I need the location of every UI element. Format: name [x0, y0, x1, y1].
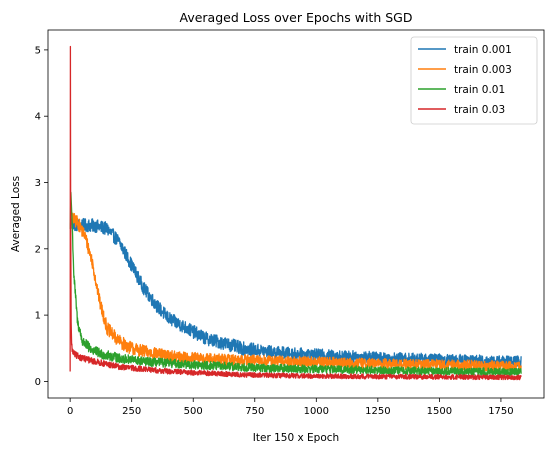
x-axis: 0 250 500 750 1000 1250 1500 1750 [67, 398, 514, 417]
x-tick-label: 1500 [427, 406, 452, 417]
legend-label: train 0.001 [454, 44, 512, 56]
legend-label: train 0.03 [454, 104, 505, 116]
y-tick-label: 1 [35, 311, 41, 322]
x-tick-label: 500 [184, 406, 203, 417]
x-tick-label: 750 [245, 406, 264, 417]
legend: train 0.001 train 0.003 train 0.01 train 0.… [410, 36, 538, 125]
x-tick-label: 1000 [304, 406, 329, 417]
y-axis: 0 1 2 3 4 5 [35, 45, 48, 388]
legend-label: train 0.01 [454, 84, 505, 96]
series-line-2 [69, 212, 522, 373]
x-tick-label: 0 [67, 406, 73, 417]
series-line-3 [69, 191, 522, 377]
series-line-4 [69, 45, 522, 381]
x-axis-label: Iter 150 x Epoch [253, 432, 339, 444]
y-axis-label: Averaged Loss [10, 176, 22, 252]
x-tick-label: 1750 [488, 406, 513, 417]
legend-box [410, 36, 538, 125]
y-tick-label: 0 [35, 377, 41, 388]
series-line-1 [69, 217, 522, 368]
y-tick-label: 3 [35, 178, 41, 189]
plot-frame [47, 29, 545, 399]
y-tick-label: 5 [35, 45, 41, 56]
series-layer [69, 45, 522, 381]
legend-label: train 0.003 [454, 64, 512, 76]
x-tick-label: 1250 [365, 406, 390, 417]
y-tick-label: 4 [35, 112, 41, 123]
chart-title: Averaged Loss over Epochs with SGD [180, 10, 413, 25]
x-tick-label: 250 [122, 406, 141, 417]
y-tick-label: 2 [35, 244, 41, 255]
